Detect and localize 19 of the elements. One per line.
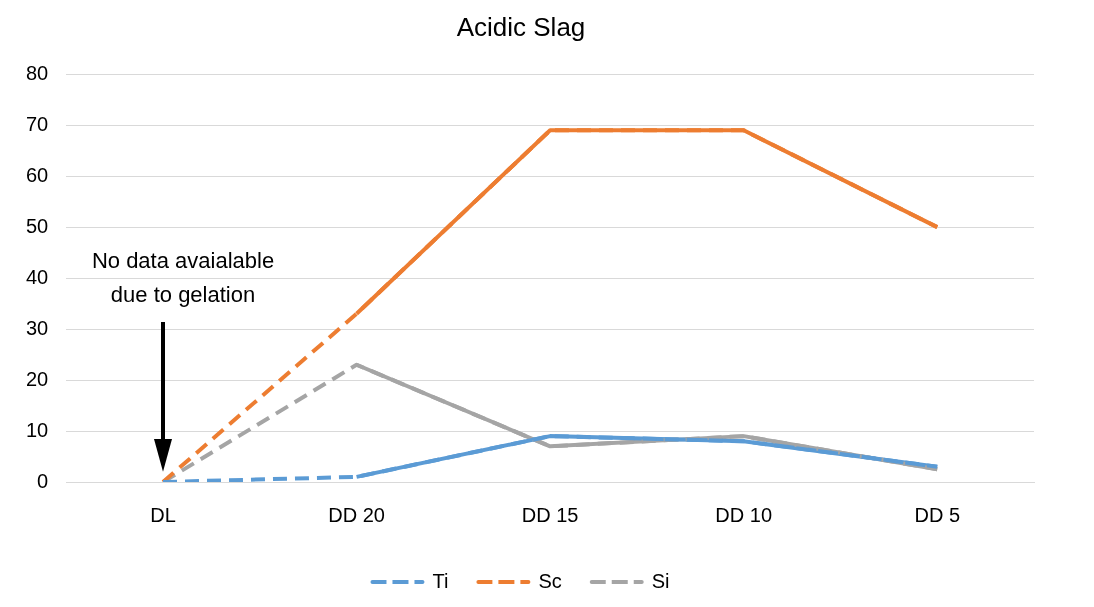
y-tick-label: 40 [26, 265, 49, 288]
y-tick-label: 60 [26, 163, 49, 186]
legend-label: Ti [432, 569, 449, 592]
legend-label: Sc [538, 569, 562, 592]
y-tick-label: 10 [26, 418, 49, 441]
y-tick-label: 50 [26, 214, 49, 237]
y-tick-label: 0 [37, 469, 49, 492]
x-tick-label: DL [150, 503, 176, 526]
y-tick-label: 80 [26, 61, 49, 84]
legend-label: Si [651, 569, 670, 592]
chart-title: Acidic Slag [456, 11, 586, 42]
y-tick-label: 70 [26, 112, 49, 135]
y-tick-label: 20 [26, 367, 49, 390]
y-tick-label: 30 [26, 316, 49, 339]
x-tick-label: DD 20 [328, 503, 385, 526]
x-tick-label: DD 10 [715, 503, 773, 526]
annotation: No data avaialable due to gelation [91, 248, 275, 308]
x-tick-label: DD 5 [914, 503, 961, 526]
x-tick-label: DD 15 [521, 503, 579, 526]
